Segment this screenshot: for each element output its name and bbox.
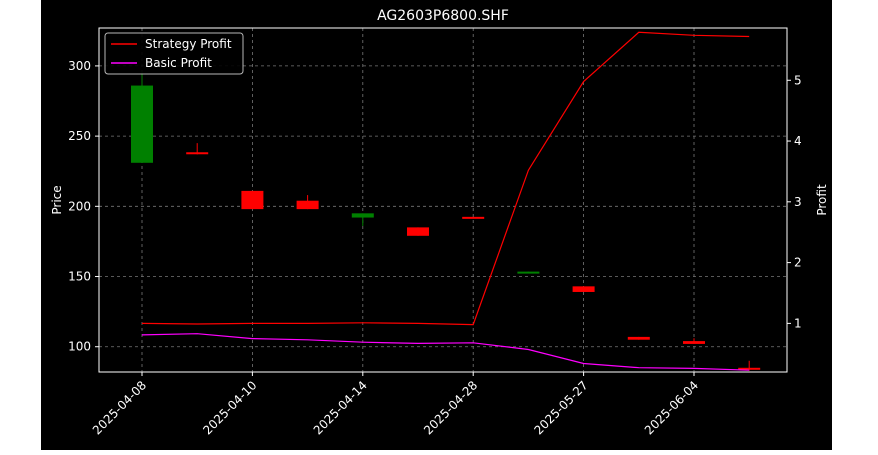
y-axis-left-label: Price — [50, 185, 64, 214]
candle-body — [241, 190, 264, 210]
candle-body — [351, 213, 374, 218]
chart-title: AG2603P6800.SHF — [377, 8, 509, 24]
y-axis-right-label: Profit — [815, 184, 829, 216]
y-left-tick-label: 150 — [68, 270, 91, 284]
y-right-tick-label: 4 — [794, 134, 802, 148]
y-left-tick-label: 250 — [68, 129, 91, 143]
candle-body — [572, 286, 595, 292]
y-right-tick-label: 5 — [794, 73, 802, 87]
y-left-tick-label: 100 — [68, 340, 91, 354]
candle-body — [407, 227, 429, 236]
legend: Strategy Profit Basic Profit — [104, 32, 244, 75]
y-left-tick-label: 200 — [68, 199, 91, 213]
candle-body — [296, 200, 319, 210]
y-right-tick-label: 2 — [794, 256, 802, 270]
legend-box — [104, 32, 244, 75]
series-line-strategy-profit — [141, 31, 750, 326]
y-axis-right: 1 2 3 4 5 — [787, 73, 802, 330]
y-right-tick-label: 1 — [794, 316, 802, 330]
candle-body — [186, 152, 209, 155]
y-right-tick-label: 3 — [794, 195, 802, 209]
candle-body — [627, 336, 650, 340]
legend-label-basic-profit: Basic Profit — [145, 56, 212, 70]
series-line-basic-profit — [141, 333, 750, 371]
candles — [131, 71, 761, 371]
y-axis-left: 100 150 200 250 300 — [68, 59, 99, 354]
candle-body — [517, 271, 540, 274]
candle-body — [738, 367, 761, 370]
candle-body — [683, 341, 705, 344]
plot-frame — [98, 27, 788, 373]
candle-body — [131, 85, 153, 163]
candle-body — [462, 216, 485, 219]
legend-label-strategy-profit: Strategy Profit — [145, 37, 232, 51]
plot-area — [99, 28, 787, 372]
y-left-tick-label: 300 — [68, 59, 91, 73]
profit-lines — [141, 31, 750, 371]
